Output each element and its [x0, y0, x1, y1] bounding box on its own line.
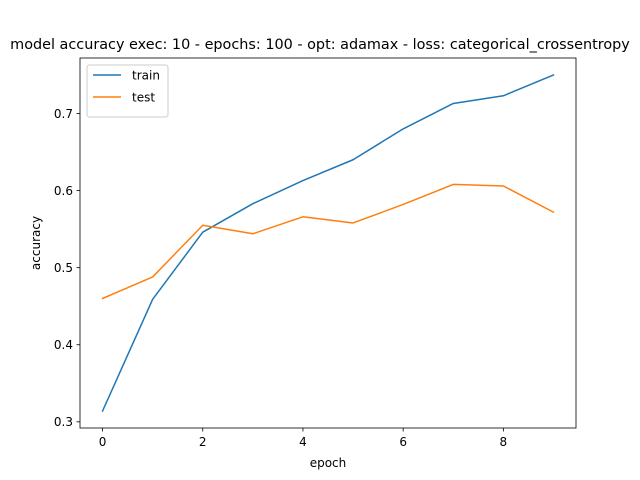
series-line-test [101, 183, 555, 300]
y-tick-label: 0.4 [54, 338, 73, 352]
y-tick-label: 0.7 [54, 107, 73, 121]
x-axis-label: epoch [310, 456, 347, 470]
y-tick-label: 0.5 [54, 261, 73, 275]
y-tick-label: 0.3 [54, 415, 73, 429]
series-layer [101, 73, 555, 413]
x-tick-label: 8 [500, 435, 508, 449]
y-axis-label: accuracy [29, 216, 43, 270]
legend-label-train: train [132, 68, 160, 82]
legend-box [86, 64, 169, 118]
plot-background [80, 58, 576, 428]
y-tick-label: 0.6 [54, 184, 73, 198]
x-tick-label: 0 [99, 435, 107, 449]
legend: train test [86, 64, 169, 118]
plot-area [79, 57, 577, 429]
series-line-train [101, 73, 555, 413]
x-tick-label: 2 [199, 435, 207, 449]
x-axis: 0 2 4 6 8 [99, 428, 507, 449]
x-tick-label: 6 [399, 435, 407, 449]
chart-title: model accuracy exec: 10 - epochs: 100 - … [10, 37, 630, 53]
x-tick-label: 4 [299, 435, 307, 449]
y-axis: 0.3 0.4 0.5 0.6 0.7 [54, 107, 80, 429]
legend-label-test: test [132, 90, 155, 104]
plot-frame [79, 57, 577, 429]
